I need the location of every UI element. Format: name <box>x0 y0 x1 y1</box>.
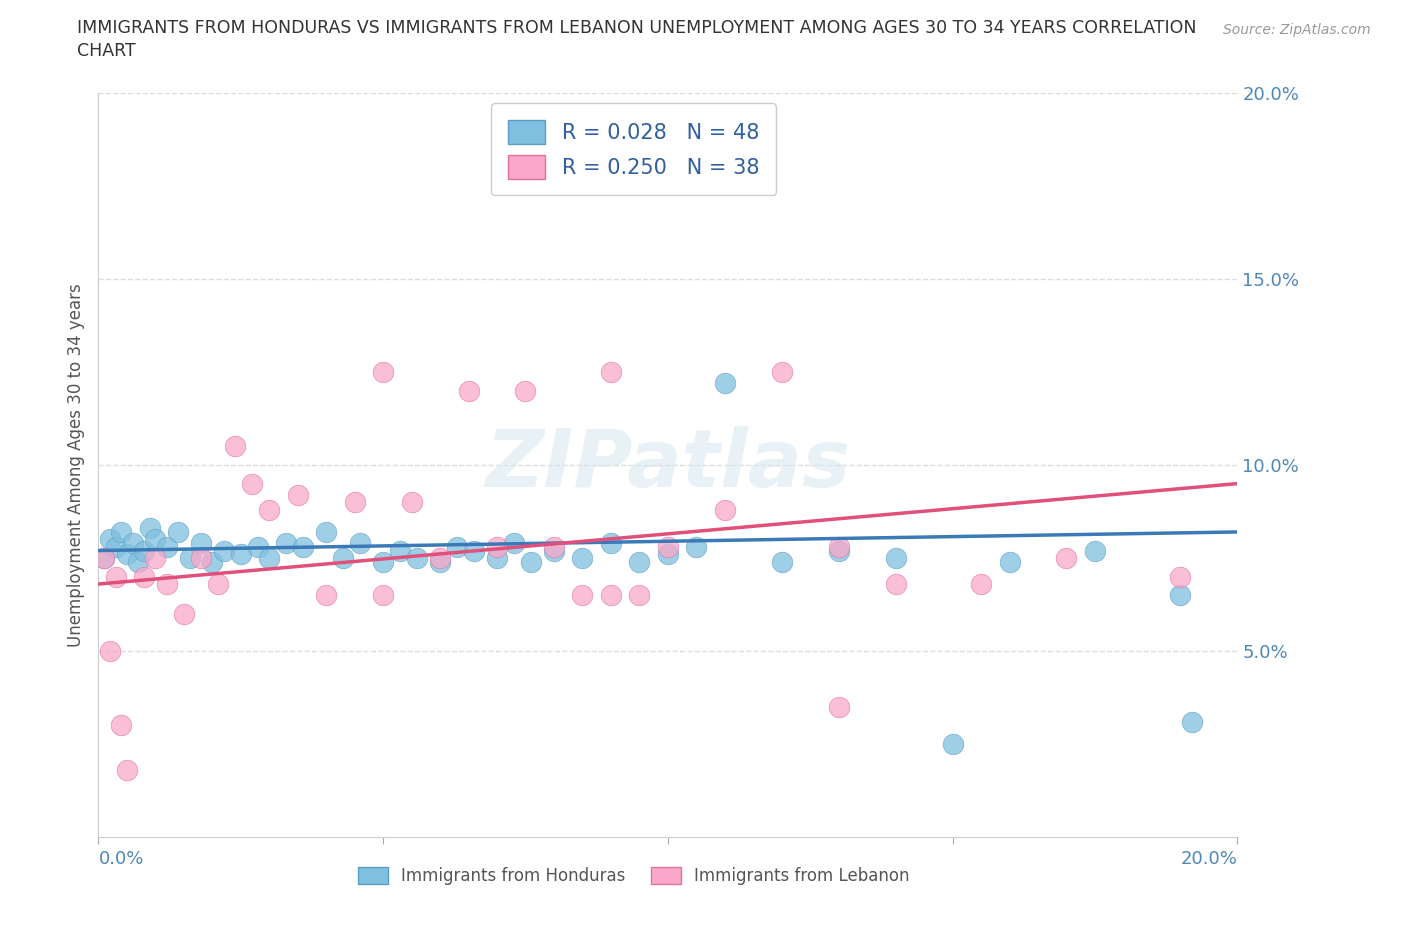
Point <box>121 536 143 551</box>
Point <box>127 554 149 569</box>
Point <box>93 551 115 565</box>
Point <box>276 536 298 551</box>
Point <box>770 554 793 569</box>
Point <box>212 543 235 558</box>
Point <box>287 487 309 502</box>
Point <box>401 495 423 510</box>
Point <box>685 539 707 554</box>
Point <box>628 588 651 603</box>
Point <box>115 547 138 562</box>
Point <box>156 539 179 554</box>
Point <box>332 551 354 565</box>
Point <box>207 577 229 591</box>
Point <box>657 539 679 554</box>
Point <box>429 554 451 569</box>
Point <box>600 536 623 551</box>
Point <box>315 525 337 539</box>
Point <box>600 588 623 603</box>
Point <box>970 577 993 591</box>
Point <box>292 539 315 554</box>
Point <box>179 551 201 565</box>
Y-axis label: Unemployment Among Ages 30 to 34 years: Unemployment Among Ages 30 to 34 years <box>66 283 84 647</box>
Point <box>571 551 593 565</box>
Point <box>406 551 429 565</box>
Point <box>315 588 337 603</box>
Point <box>429 551 451 565</box>
Point <box>457 383 479 398</box>
Point <box>349 536 371 551</box>
Point <box>657 547 679 562</box>
Point <box>145 532 167 547</box>
Point <box>373 554 395 569</box>
Point <box>828 539 851 554</box>
Text: IMMIGRANTS FROM HONDURAS VS IMMIGRANTS FROM LEBANON UNEMPLOYMENT AMONG AGES 30 T: IMMIGRANTS FROM HONDURAS VS IMMIGRANTS F… <box>77 19 1197 36</box>
Text: 0.0%: 0.0% <box>98 850 143 869</box>
Point <box>132 543 155 558</box>
Text: 20.0%: 20.0% <box>1181 850 1237 869</box>
Point <box>104 569 127 584</box>
Point <box>628 554 651 569</box>
Point <box>884 577 907 591</box>
Point <box>173 606 195 621</box>
Point <box>343 495 366 510</box>
Point <box>884 551 907 565</box>
Point <box>389 543 412 558</box>
Point <box>543 539 565 554</box>
Point <box>145 551 167 565</box>
Legend: Immigrants from Honduras, Immigrants from Lebanon: Immigrants from Honduras, Immigrants fro… <box>352 860 917 892</box>
Point <box>942 737 965 751</box>
Point <box>503 536 526 551</box>
Point <box>770 365 793 379</box>
Text: ZIPatlas: ZIPatlas <box>485 426 851 504</box>
Point <box>259 551 281 565</box>
Point <box>246 539 269 554</box>
Point <box>1181 714 1204 729</box>
Point <box>104 539 127 554</box>
Text: CHART: CHART <box>77 42 136 60</box>
Point <box>714 376 737 391</box>
Point <box>1056 551 1078 565</box>
Point <box>240 476 263 491</box>
Point <box>98 532 121 547</box>
Point <box>373 365 395 379</box>
Point <box>828 543 851 558</box>
Point <box>463 543 485 558</box>
Point <box>1170 569 1192 584</box>
Text: Source: ZipAtlas.com: Source: ZipAtlas.com <box>1223 23 1371 37</box>
Point <box>167 525 190 539</box>
Point <box>998 554 1021 569</box>
Point <box>486 539 509 554</box>
Point <box>828 699 851 714</box>
Point <box>190 536 212 551</box>
Point <box>138 521 160 536</box>
Point <box>543 543 565 558</box>
Point <box>486 551 509 565</box>
Point <box>115 763 138 777</box>
Point <box>446 539 468 554</box>
Point <box>190 551 212 565</box>
Point <box>515 383 537 398</box>
Point <box>110 525 132 539</box>
Point <box>93 551 115 565</box>
Point <box>571 588 593 603</box>
Point <box>132 569 155 584</box>
Point <box>520 554 543 569</box>
Point <box>373 588 395 603</box>
Point <box>1084 543 1107 558</box>
Point <box>156 577 179 591</box>
Point <box>229 547 252 562</box>
Point <box>714 502 737 517</box>
Point <box>98 644 121 658</box>
Point <box>600 365 623 379</box>
Point <box>224 439 246 454</box>
Point <box>1170 588 1192 603</box>
Point <box>259 502 281 517</box>
Point <box>110 718 132 733</box>
Point <box>201 554 224 569</box>
